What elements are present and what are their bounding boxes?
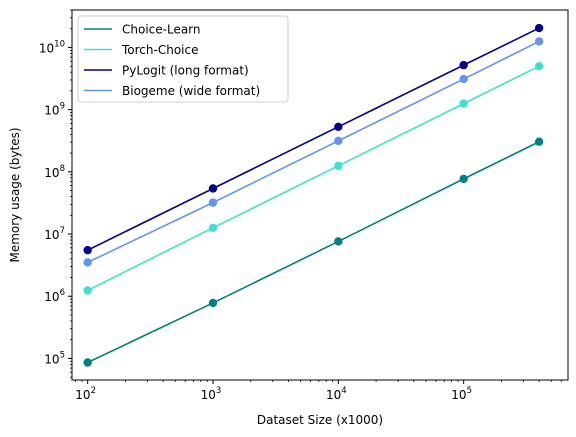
data-point-2-0	[83, 245, 92, 255]
y-axis-label: Memory usage (bytes)	[8, 127, 22, 262]
data-point-1-4	[534, 61, 544, 71]
x-tick-label-2: 104	[326, 386, 347, 402]
data-point-3-1	[208, 198, 218, 207]
y-tick-label-3: 108	[44, 164, 65, 180]
data-point-2-4	[534, 23, 544, 33]
y-tick-label-0: 105	[44, 350, 65, 366]
data-point-3-3	[459, 74, 468, 84]
data-point-2-3	[459, 60, 468, 70]
axes-layer: 102 103 104 105 105 106 107 108 109 1010	[39, 9, 562, 402]
x-tick-label-3: 105	[451, 386, 472, 402]
data-point-2-1	[208, 184, 218, 193]
legend-label-1: Torch-Choice	[121, 43, 198, 57]
data-point-0-1	[208, 298, 218, 308]
y-tick-label-4: 109	[44, 102, 65, 118]
data-point-1-1	[208, 223, 218, 232]
data-point-0-4	[534, 137, 544, 146]
legend-box	[77, 15, 289, 103]
legend-label-3: Biogeme (wide format)	[122, 84, 260, 98]
data-point-2-2	[334, 122, 343, 131]
data-point-0-3	[459, 174, 468, 184]
data-point-1-3	[459, 99, 468, 108]
x-tick-label-0: 102	[75, 386, 96, 402]
series-layer	[83, 23, 544, 367]
legend: Choice-Learn Torch-Choice PyLogit (long fo…	[77, 15, 289, 103]
data-point-0-2	[334, 237, 343, 246]
data-point-3-0	[83, 258, 92, 267]
y-tick-label-2: 107	[44, 226, 65, 242]
data-point-3-4	[534, 37, 544, 46]
data-point-1-0	[83, 286, 92, 295]
y-tick-label-1: 106	[44, 288, 65, 304]
data-point-0-0	[83, 358, 92, 367]
data-point-3-2	[334, 136, 343, 146]
data-point-1-2	[334, 161, 343, 171]
y-tick-label-5: 1010	[39, 39, 65, 55]
legend-label-2: PyLogit (long format)	[122, 64, 249, 78]
x-tick-label-1: 103	[201, 386, 222, 402]
legend-label-0: Choice-Learn	[122, 23, 201, 37]
x-axis-label: Dataset Size (x1000)	[257, 413, 383, 427]
plot-frame	[71, 9, 569, 381]
